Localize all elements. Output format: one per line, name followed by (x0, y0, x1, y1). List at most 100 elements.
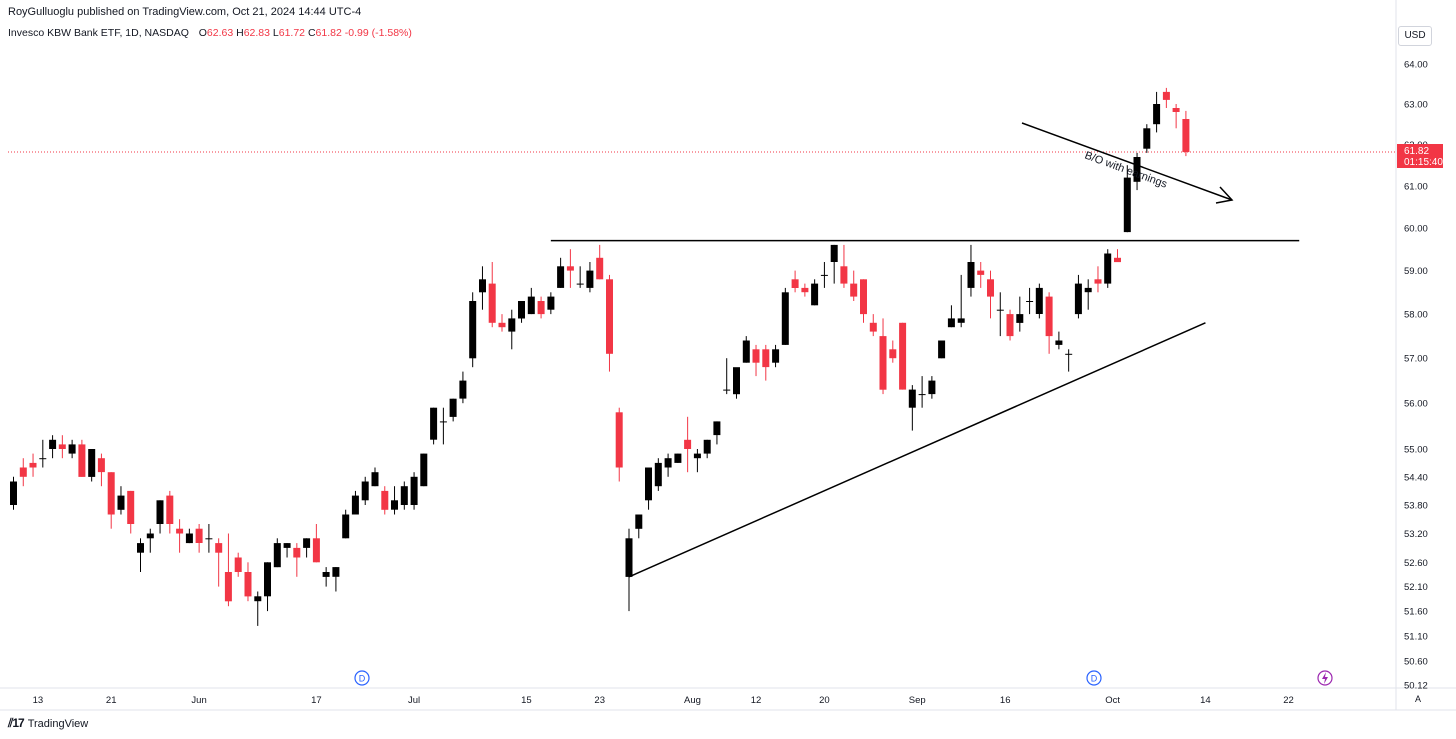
low-value: 61.72 (278, 27, 306, 39)
candle-body (1065, 353, 1073, 355)
price-tick-label: 52.10 (1404, 582, 1428, 593)
candle-body (273, 543, 281, 568)
candle-body (176, 528, 184, 534)
candle-body (908, 389, 916, 408)
candle-body (733, 367, 740, 395)
time-tick-label: Sep (909, 695, 926, 706)
candle-body (342, 514, 350, 539)
candle-body (332, 567, 340, 577)
last-price-badge (1397, 144, 1443, 168)
candle-body (127, 490, 135, 524)
arrow-head-icon (1215, 186, 1234, 204)
candle-body (918, 394, 926, 396)
price-tick-label: 54.40 (1404, 472, 1428, 483)
price-tick-label: 50.12 (1404, 681, 1428, 692)
candle-body (537, 301, 545, 315)
candle-body (606, 279, 613, 354)
dividend-badge-icon[interactable] (1086, 670, 1102, 686)
symbol-legend: Invesco KBW Bank ETF, 1D, NASDAQ O62.63 … (8, 27, 412, 39)
candle-body (410, 476, 418, 505)
low-label: L (272, 27, 279, 39)
symbol-name[interactable]: Invesco KBW Bank ETF, 1D, NASDAQ (8, 27, 189, 39)
candle-body (449, 398, 457, 417)
price-tick-label: 53.20 (1404, 529, 1428, 540)
brand-name: TradingView (27, 717, 89, 730)
candle-body (811, 283, 819, 306)
candle-body (1182, 119, 1190, 153)
candle-body (645, 467, 652, 501)
candle-body (254, 596, 262, 602)
candle-body (1153, 104, 1161, 125)
candle-body (557, 266, 565, 288)
candle-body (78, 444, 86, 477)
candle-body (830, 244, 838, 262)
candle-body (371, 472, 379, 487)
price-tick-label: 51.10 (1404, 631, 1428, 642)
candle-body (29, 462, 37, 468)
candle-body (88, 449, 96, 477)
candle-body (889, 349, 897, 359)
candle-body (899, 322, 907, 390)
candle-body (430, 407, 438, 440)
candle-body (1114, 257, 1121, 263)
change-value: -0.99 (-1.58%) (344, 27, 412, 39)
time-tick-label: Oct (1105, 695, 1120, 706)
time-tick-label: 17 (311, 695, 322, 706)
candle-body (654, 462, 662, 487)
candle-body (967, 262, 975, 288)
candle-body (351, 495, 359, 515)
candle-body (713, 421, 721, 436)
candle-body (508, 318, 516, 332)
candle-body (117, 495, 125, 510)
currency-button[interactable]: USD (1398, 26, 1432, 46)
time-tick-label: 16 (1000, 695, 1011, 706)
candle-body (195, 528, 203, 543)
last-price-value: 61.82 (1404, 146, 1429, 157)
candle-body (850, 283, 858, 297)
candle-body (381, 490, 389, 510)
time-tick-label: Jun (191, 695, 206, 706)
candle-body (977, 270, 985, 275)
candle-body (625, 538, 633, 577)
price-tick-label: 53.80 (1404, 501, 1428, 512)
candle-body (488, 283, 496, 323)
price-tick-label: 61.00 (1404, 182, 1428, 193)
candle-body (1172, 108, 1180, 112)
candle-body (205, 538, 213, 540)
candle-body (39, 458, 47, 460)
candle-body (10, 481, 17, 505)
candle-body (1133, 157, 1141, 182)
candle-body (801, 287, 809, 293)
auto-scale-button[interactable]: A (1415, 694, 1422, 704)
candle-body (185, 533, 193, 544)
candle-body (596, 257, 604, 280)
candle-body (703, 439, 711, 454)
price-tick-label: 55.00 (1404, 445, 1428, 456)
time-tick-label: Aug (684, 695, 701, 706)
candle-body (1026, 301, 1034, 302)
time-tick-label: 22 (1283, 695, 1294, 706)
candle-body (518, 301, 525, 319)
candle-body (527, 296, 535, 315)
candle-body (664, 458, 672, 468)
candle-body (479, 279, 486, 293)
breakout-arrow[interactable] (1021, 122, 1233, 201)
candle-body (820, 274, 828, 276)
time-tick-label: 14 (1200, 695, 1211, 706)
time-tick-label: 20 (819, 695, 830, 706)
tradingview-logo-icon: ⫽17 (8, 716, 25, 730)
tradingview-brand[interactable]: ⫽17 TradingView (8, 716, 88, 731)
high-label: H (236, 27, 244, 39)
candle-body (156, 500, 164, 524)
candle-body (987, 279, 994, 297)
support-trend-line[interactable] (628, 322, 1206, 578)
candle-body (684, 439, 692, 449)
candle-body (400, 486, 408, 505)
candle-body (224, 572, 232, 602)
dividend-badge-icon[interactable] (354, 670, 370, 686)
candle-body (996, 309, 1004, 311)
candle-body (615, 412, 623, 468)
candle-body (762, 349, 770, 368)
